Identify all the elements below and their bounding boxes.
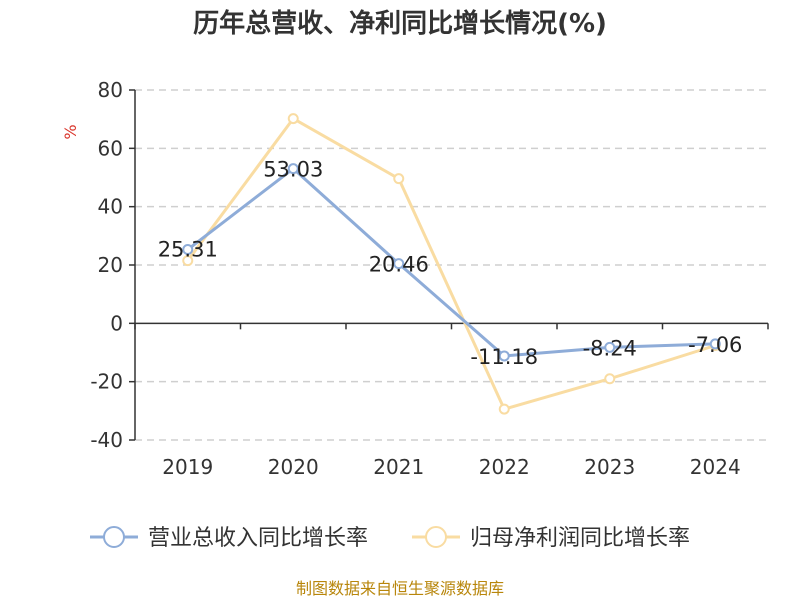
data-point [287, 163, 299, 175]
y-tick-label: -20 [90, 370, 123, 394]
source-note: 制图数据来自恒生聚源数据库 [296, 579, 504, 598]
y-tick-label: 60 [98, 136, 123, 160]
data-label: -8.24 [583, 336, 637, 360]
data-point [604, 373, 616, 385]
legend-item-1: 营业总收入同比增长率 [90, 526, 368, 551]
data-label: 20.46 [369, 253, 429, 277]
series-layer [182, 113, 721, 415]
y-tick-label: 0 [110, 311, 123, 335]
series-line [186, 167, 716, 358]
data-labels: 25.31 53.03 20.46 -11.18 -8.24 -7.06 [158, 158, 743, 369]
legend-label: 营业总收入同比增长率 [148, 526, 368, 551]
chart-title: 历年总营收、净利同比增长情况(%) [193, 8, 607, 39]
data-point [709, 338, 721, 350]
y-tick-label: 40 [98, 195, 123, 219]
x-tick-label: 2024 [690, 455, 741, 479]
x-tick-label: 2019 [162, 455, 213, 479]
grid-lines [135, 89, 768, 441]
y-axis-ticks: -40 -20 0 20 40 60 80 [90, 78, 135, 452]
x-tick-label: 2023 [584, 455, 635, 479]
data-point [182, 244, 194, 256]
data-point [498, 403, 510, 415]
x-tick-label: 2020 [268, 455, 319, 479]
data-point [498, 350, 510, 362]
data-point [393, 258, 405, 270]
data-label: 25.31 [158, 238, 218, 262]
legend-label: 归母净利润同比增长率 [470, 526, 690, 551]
y-axis-label: % [61, 124, 80, 139]
data-label: 53.03 [263, 158, 323, 182]
data-point [182, 255, 194, 267]
legend-marker [425, 526, 447, 548]
axes [134, 90, 769, 440]
y-tick-label: 80 [98, 78, 123, 102]
y-tick-label: -40 [90, 428, 123, 452]
legend: 营业总收入同比增长率 归母净利润同比增长率 [90, 526, 690, 551]
x-tick-label: 2022 [479, 455, 530, 479]
x-axis-ticks: 2019 2020 2021 2022 2023 2024 [162, 455, 740, 479]
x-tick-label: 2021 [373, 455, 424, 479]
data-label: -7.06 [688, 333, 742, 357]
series-1 [182, 163, 721, 362]
series-line [186, 117, 716, 411]
data-point [604, 341, 616, 353]
legend-marker [103, 526, 125, 548]
data-point [393, 173, 405, 185]
y-tick-label: 20 [98, 253, 123, 277]
data-label: -11.18 [470, 345, 538, 369]
series-2 [182, 113, 721, 415]
legend-item-2: 归母净利润同比增长率 [412, 526, 690, 551]
data-point [287, 113, 299, 125]
